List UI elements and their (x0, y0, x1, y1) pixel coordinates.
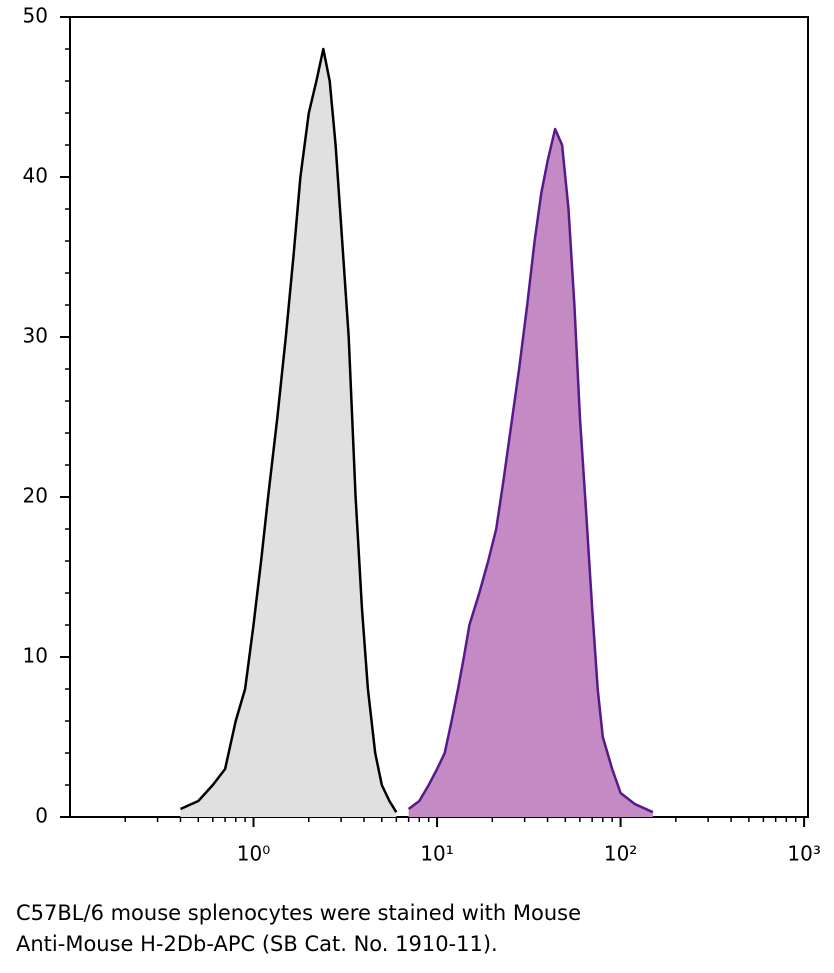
x-tick-label: 10² (604, 842, 637, 866)
y-tick-label: 10 (23, 644, 48, 668)
x-tick-label: 10³ (787, 842, 820, 866)
histogram-line (407, 127, 654, 814)
area-fill (408, 129, 653, 817)
x-tick-label: 10¹ (420, 842, 453, 866)
y-tick-label: 20 (23, 484, 48, 508)
plot-frame (69, 16, 809, 818)
y-tick-label: 40 (23, 164, 48, 188)
area-fill (180, 49, 397, 817)
caption: Anti-Mouse H-2Db-APC (SB Cat. No. 1910-1… (16, 932, 498, 956)
histogram-line (179, 47, 398, 813)
y-tick-label: 50 (23, 4, 48, 28)
y-tick-label: 30 (23, 324, 48, 348)
x-tick-label: 10⁰ (237, 842, 270, 866)
y-tick-label: 0 (35, 804, 48, 828)
caption: C57BL/6 mouse splenocytes were stained w… (16, 901, 581, 925)
